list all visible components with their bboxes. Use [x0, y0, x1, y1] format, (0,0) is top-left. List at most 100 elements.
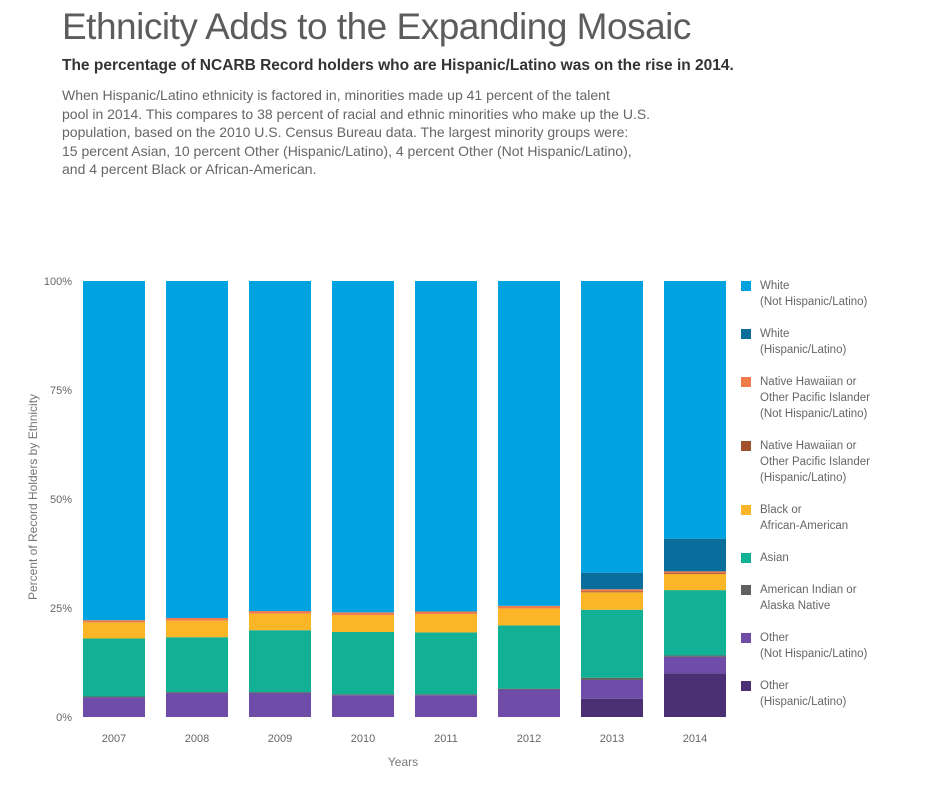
legend-item: Other (Not Hispanic/Latino) [741, 630, 921, 678]
y-tick-label: 75% [50, 385, 72, 397]
bar-segment-2008-s2 [166, 692, 228, 694]
bar-segment-2011-s8 [415, 281, 477, 612]
x-tick-label: 2012 [517, 733, 541, 745]
bar-segment-2009-s1 [249, 693, 311, 717]
x-tick-label: 2014 [683, 733, 707, 745]
chart-legend: White (Not Hispanic/Latino) White (Hispan… [741, 278, 921, 726]
intro-line: and 4 percent Black or African-American. [62, 161, 317, 177]
bar-segment-2011-s6 [415, 611, 477, 615]
bar-segment-2007-s3 [83, 638, 145, 697]
y-axis-title: Percent of Record Holders by Ethnicity [26, 394, 40, 600]
bar-segment-2008-s8 [166, 281, 228, 619]
bar-segment-2012-s4 [498, 608, 560, 626]
x-tick-label: 2009 [268, 733, 292, 745]
bar-segment-2012-s1 [498, 689, 560, 717]
bar-segment-2012-s6 [498, 605, 560, 609]
bar-segment-2014-s7 [664, 538, 726, 572]
y-axis: 0% 25% 50% 75% 100% [44, 276, 72, 724]
legend-swatch [741, 329, 751, 339]
legend-item: Native Hawaiian or Other Pacific Islande… [741, 374, 921, 438]
y-tick-label: 0% [56, 712, 72, 724]
bar-segment-2013-s4 [581, 592, 643, 610]
legend-label: Other (Hispanic/Latino) [760, 680, 847, 708]
legend-swatch [741, 377, 751, 387]
bar-segment-2012-s3 [498, 625, 560, 689]
intro-line: population, based on the 2010 U.S. Censu… [62, 124, 629, 140]
bar-segment-2014-s1 [664, 656, 726, 674]
bar-segment-2009-s4 [249, 613, 311, 631]
bar-segment-2011-s3 [415, 632, 477, 695]
x-tick-label: 2007 [102, 733, 126, 745]
intro-line: When Hispanic/Latino ethnicity is factor… [62, 87, 610, 103]
bar-segment-2011-s4 [415, 614, 477, 633]
legend-item: Black or African-American [741, 502, 921, 550]
legend-swatch [741, 633, 751, 643]
y-tick-label: 25% [50, 603, 72, 615]
intro-line: 15 percent Asian, 10 percent Other (Hisp… [62, 142, 632, 159]
x-tick-label: 2010 [351, 733, 375, 745]
legend-item: Asian [741, 550, 921, 582]
bar-segment-2007-s6 [83, 620, 145, 623]
bar-segment-2014-s8 [664, 281, 726, 539]
bar-segment-2013-s3 [581, 609, 643, 678]
bar-segment-2013-s5 [581, 591, 643, 593]
legend-swatch [741, 681, 751, 691]
bar-segment-2010-s8 [332, 281, 394, 613]
bar-segment-2012-s2 [498, 688, 560, 690]
legend-label: Other (Not Hispanic/Latino) [760, 632, 868, 660]
x-tick-label: 2008 [185, 733, 209, 745]
bar-segment-2010-s3 [332, 631, 394, 695]
legend-swatch [741, 281, 751, 291]
bar-segment-2014-s3 [664, 590, 726, 656]
legend-label: Native Hawaiian or Other Pacific Islande… [760, 440, 870, 484]
bar-segment-2008-s4 [166, 620, 228, 638]
legend-swatch [741, 441, 751, 451]
bar-segment-2007-s8 [83, 281, 145, 621]
legend-item: Other (Hispanic/Latino) [741, 678, 921, 726]
bars-group [83, 281, 726, 717]
x-axis-title: Years [388, 755, 418, 769]
y-tick-label: 100% [44, 276, 72, 288]
bar-segment-2013-s2 [581, 677, 643, 680]
legend-label: Native Hawaiian or Other Pacific Islande… [760, 376, 870, 420]
bar-segment-2009-s2 [249, 692, 311, 694]
bar-segment-2010-s4 [332, 614, 394, 632]
bar-segment-2007-s1 [83, 697, 145, 717]
legend-label: Asian [760, 552, 789, 564]
y-tick-label: 50% [50, 494, 72, 506]
bar-segment-2008-s3 [166, 637, 228, 693]
legend-item: White (Hispanic/Latino) [741, 326, 921, 374]
x-tick-label: 2011 [434, 733, 458, 745]
page-subtitle: The percentage of NCARB Record holders w… [62, 57, 734, 74]
bar-segment-2009-s3 [249, 630, 311, 693]
bar-segment-2013-s1 [581, 679, 643, 699]
bar-segment-2014-s6 [664, 571, 726, 574]
legend-swatch [741, 553, 751, 563]
legend-label: American Indian or Alaska Native [760, 584, 857, 612]
bar-segment-2007-s2 [83, 696, 145, 698]
bar-segment-2011-s2 [415, 694, 477, 696]
intro-paragraph: When Hispanic/Latino ethnicity is factor… [62, 86, 762, 179]
page-title: Ethnicity Adds to the Expanding Mosaic [62, 6, 691, 47]
legend-label: White (Hispanic/Latino) [760, 328, 847, 356]
x-axis: 2007 2008 2009 2010 2011 2012 2013 2014 [102, 733, 707, 745]
bar-segment-2012-s8 [498, 281, 560, 606]
bar-segment-2014-s4 [664, 573, 726, 591]
bar-segment-2013-s0 [581, 698, 643, 717]
bar-segment-2013-s6 [581, 589, 643, 592]
bar-segment-2011-s1 [415, 695, 477, 717]
legend-swatch [741, 585, 751, 595]
bar-segment-2014-s5 [664, 573, 726, 574]
intro-line: pool in 2014. This compares to 38 percen… [62, 105, 651, 122]
bar-segment-2014-s2 [664, 655, 726, 657]
legend-item: American Indian or Alaska Native [741, 582, 921, 630]
bar-segment-2010-s6 [332, 612, 394, 615]
bar-segment-2008-s6 [166, 618, 228, 621]
bar-segment-2013-s8 [581, 281, 643, 573]
legend-label: White (Not Hispanic/Latino) [760, 280, 868, 308]
bar-segment-2014-s0 [664, 673, 726, 717]
bar-segment-2010-s1 [332, 695, 394, 717]
bar-segment-2010-s2 [332, 694, 394, 696]
legend-label: Black or African-American [760, 504, 849, 532]
